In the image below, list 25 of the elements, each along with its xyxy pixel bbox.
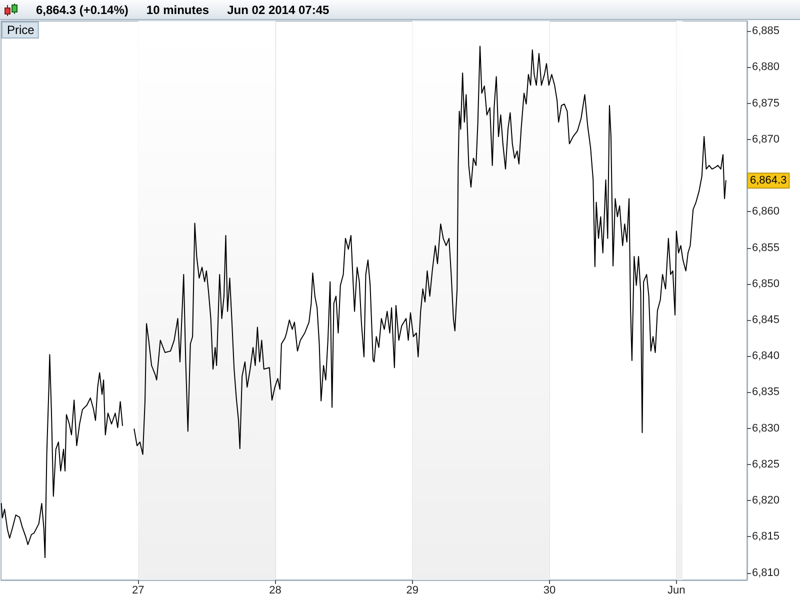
y-tick-label: 6,860: [752, 206, 780, 218]
x-tick-label: 28: [269, 584, 282, 596]
y-tick-label: 6,825: [752, 458, 780, 470]
chart-subtitle: 10 minutes: [146, 2, 210, 16]
chart-title: 6,864.3 (+0.14%): [36, 2, 128, 16]
y-tick-label: 6,855: [752, 242, 780, 254]
x-tick-label: 29: [406, 584, 419, 596]
annotation: 6,864.3: [750, 174, 787, 187]
y-tick-label: 6,820: [752, 494, 780, 507]
y-tick-label: 6,835: [752, 386, 780, 398]
x-tick-label: Jun: [668, 584, 686, 596]
y-tick-label: 6,880: [752, 61, 780, 74]
y-tick-label: 6,885: [752, 25, 780, 38]
y-tick-label: 6,830: [752, 422, 780, 434]
y-tick-label: 6,870: [752, 133, 780, 146]
x-tick-label: 30: [543, 584, 556, 596]
y-tick-label: 6,815: [752, 530, 780, 543]
x-tick-label: 27: [132, 584, 144, 596]
text: Price: [7, 23, 35, 37]
text: Jun 02 2014 07:45: [227, 2, 330, 16]
y-tick-label: 6,845: [752, 314, 780, 326]
y-tick-label: 6,810: [752, 566, 780, 579]
y-tick-label: 6,850: [752, 278, 780, 290]
y-tick-label: 6,840: [752, 350, 780, 362]
y-tick-label: 6,875: [752, 97, 780, 110]
